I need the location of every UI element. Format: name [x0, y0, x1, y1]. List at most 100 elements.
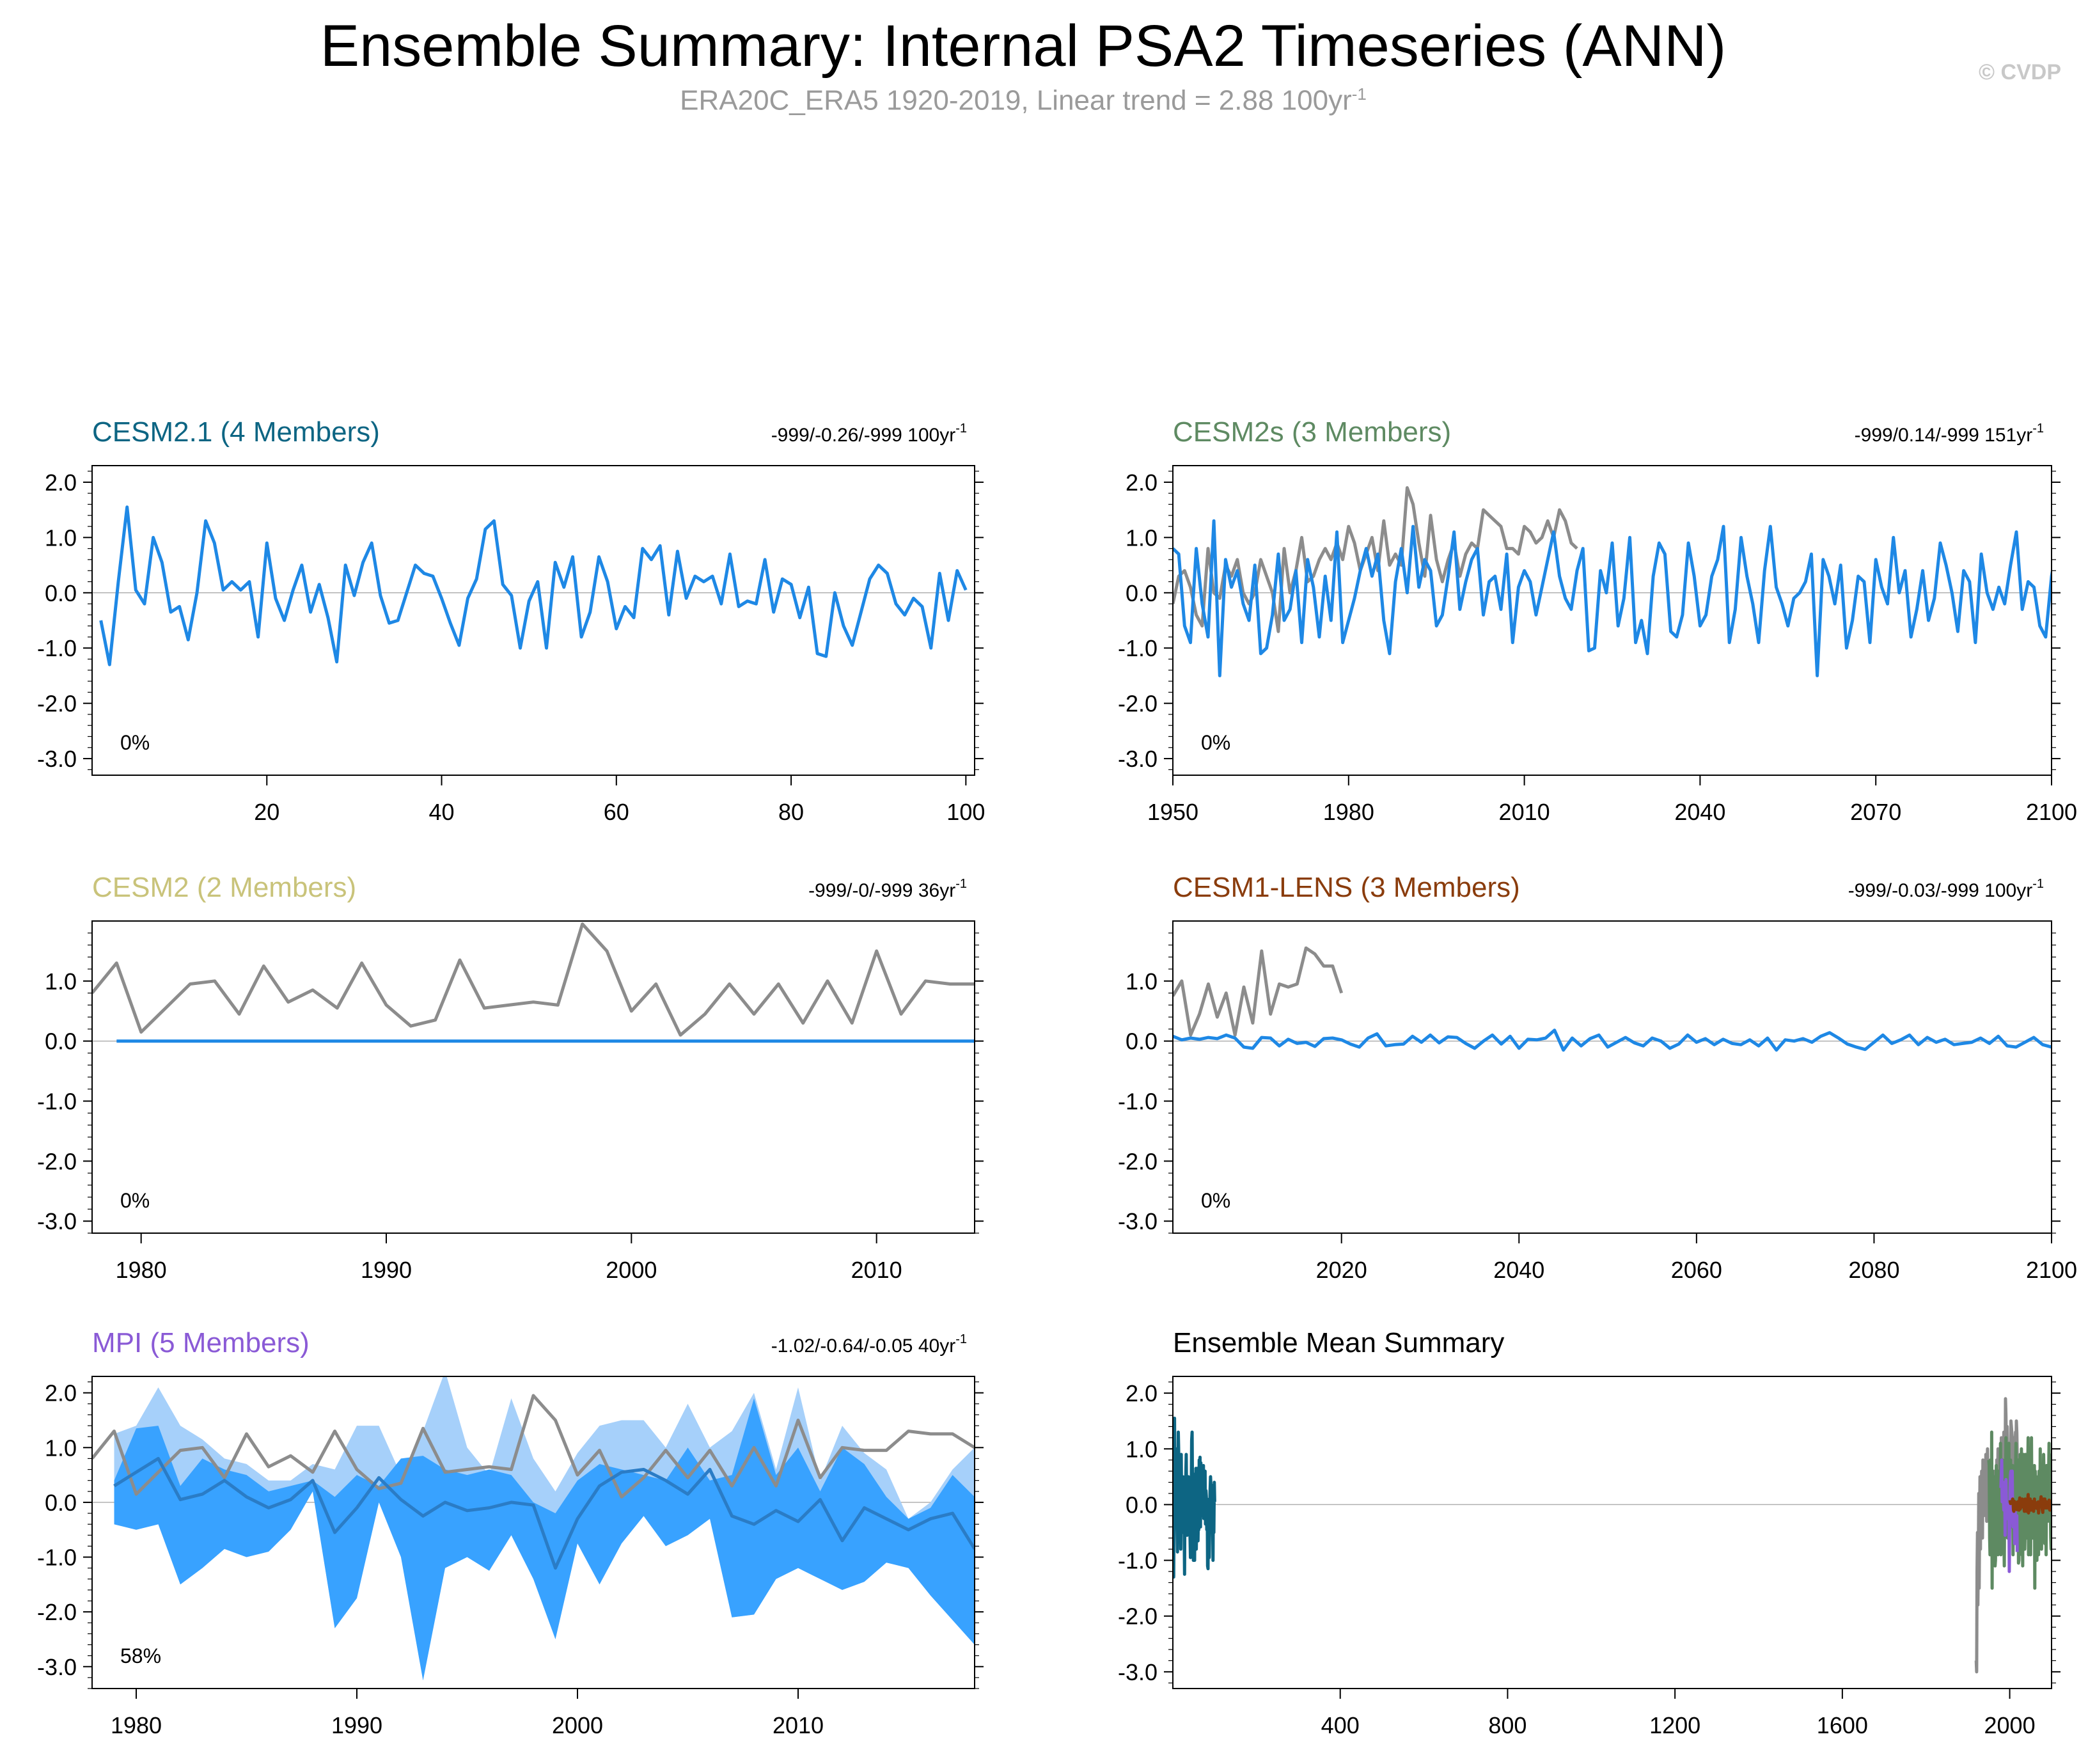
x-tick-label: 80	[778, 799, 804, 825]
trend-label-sup: -1	[955, 1332, 967, 1346]
figure-subtitle: ERA20C_ERA5 1920-2019, Linear trend = 2.…	[0, 84, 2046, 117]
y-tick-label: 0.0	[1126, 1028, 1158, 1055]
observations-line	[92, 1394, 975, 1499]
panel-cesm2: -3.0 -2.0 -1.0 0.0 1.0 1980 1990 2000 2010 CESM2 …	[37, 872, 984, 1283]
ensemble-mean-line	[1173, 519, 2052, 677]
y-tick-label: 0.0	[45, 1028, 77, 1055]
y-tick-label: 2.0	[1126, 1380, 1158, 1406]
x-tick-label: 2060	[1671, 1257, 1722, 1283]
y-tick-label: 0.0	[45, 580, 77, 606]
trend-label-text: -999/-0.03/-999 100yr	[1848, 880, 2033, 901]
y-tick-label: -3.0	[37, 1208, 77, 1234]
panel-title: CESM2 (2 Members)	[92, 872, 356, 903]
panel-title: CESM2s (3 Members)	[1173, 416, 1451, 448]
x-tick-label: 2070	[1850, 799, 1901, 825]
x-tick-label: 2100	[2026, 1257, 2077, 1283]
y-tick-label: -1.0	[1118, 1089, 1158, 1115]
panel-cesm2s: -3.0 -2.0 -1.0 0.0 1.0 2.0 1950 1980 2010 2040 207…	[1118, 416, 2077, 825]
trend-label: -999/-0.26/-999 100yr-1	[771, 421, 967, 446]
y-tick-label: -1.0	[1118, 635, 1158, 661]
y-tick-label: -2.0	[1118, 1603, 1158, 1630]
data-layer	[92, 922, 975, 1043]
percent-label: 0%	[120, 1189, 150, 1212]
x-tick-label: 20	[254, 799, 279, 825]
ensemble-mean-line	[113, 1456, 975, 1570]
x-tick-label: 1990	[331, 1712, 382, 1738]
data-layer	[1173, 486, 2052, 677]
y-tick-label: 2.0	[1126, 469, 1158, 496]
y-tick-label: -3.0	[37, 1654, 77, 1680]
x-tick-label: 1980	[116, 1257, 167, 1283]
subtitle-text: ERA20C_ERA5 1920-2019, Linear trend = 2.…	[680, 84, 1352, 116]
y-tick-label: 0.0	[1126, 1492, 1158, 1518]
copyright-label: © CVDP	[1979, 60, 2061, 84]
plot-frame	[91, 920, 975, 1234]
x-tick-label: 800	[1488, 1712, 1527, 1738]
y-tick-label: -3.0	[1118, 746, 1158, 772]
trend-label-text: -999/-0/-999 36yr	[808, 880, 955, 901]
x-tick-label: 40	[429, 799, 455, 825]
mpi-line	[1999, 1458, 2019, 1573]
panel-title: CESM1-LENS (3 Members)	[1173, 872, 1520, 903]
subtitle-superscript: -1	[1351, 84, 1367, 104]
trend-label-sup: -1	[2032, 421, 2044, 436]
panel-title: Ensemble Mean Summary	[1173, 1327, 1504, 1358]
y-tick-label: -3.0	[1118, 1659, 1158, 1685]
trend-label-text: -1.02/-0.64/-0.05 40yr	[771, 1335, 956, 1357]
panel-summary: -3.0 -2.0 -1.0 0.0 1.0 2.0 400 800 1200 1600 2000 E…	[1118, 1327, 2061, 1738]
ensemble-mean-line	[99, 505, 968, 666]
y-tick-label: 2.0	[45, 1380, 77, 1406]
y-tick-label: -1.0	[37, 635, 77, 661]
observations-line	[1173, 486, 1578, 633]
y-tick-label: -2.0	[37, 1148, 77, 1174]
cesm1-lens-line	[2008, 1493, 2052, 1515]
x-tick-label: 1600	[1817, 1712, 1868, 1738]
y-tick-label: -3.0	[37, 746, 77, 772]
x-tick-label: 2000	[552, 1712, 603, 1738]
plot-frame	[1172, 1376, 2052, 1689]
panel-title: MPI (5 Members)	[92, 1327, 310, 1358]
x-tick-label: 2040	[1493, 1257, 1544, 1283]
x-tick-label: 100	[946, 799, 985, 825]
observations-line	[1173, 946, 1344, 1037]
trend-label: -999/-0/-999 36yr-1	[808, 877, 967, 901]
trend-label-text: -999/0.14/-999 151yr	[1855, 425, 2033, 446]
x-tick-label: 2000	[606, 1257, 657, 1283]
y-tick-label: -3.0	[1118, 1208, 1158, 1234]
data-layer	[1173, 946, 2052, 1052]
trend-label-text: -999/-0.26/-999 100yr	[771, 425, 956, 446]
y-tick-label: -2.0	[37, 1599, 77, 1625]
x-tick-label: 2010	[1499, 799, 1550, 825]
y-tick-label: -1.0	[1118, 1548, 1158, 1574]
panel-cesm21: -3.0 -2.0 -1.0 0.0 1.0 2.0 20 40 60 80 100 CESM2.1 …	[37, 416, 985, 825]
x-tick-label: 1980	[111, 1712, 162, 1738]
x-tick-label: 2040	[1674, 799, 1725, 825]
x-tick-label: 400	[1321, 1712, 1360, 1738]
plot-frame	[91, 1376, 975, 1689]
panel-mpi: -3.0 -2.0 -1.0 0.0 1.0 2.0 1980 1990 2000 2010 MPI…	[37, 1327, 984, 1738]
y-tick-label: 1.0	[45, 968, 77, 995]
y-tick-label: 0.0	[1126, 580, 1158, 606]
panel-cesm1: -3.0 -2.0 -1.0 0.0 1.0 2020 2040 2060 2080 2100 CE…	[1118, 872, 2077, 1283]
percent-label: 58%	[120, 1644, 161, 1667]
x-tick-label: 1990	[361, 1257, 412, 1283]
y-tick-label: 2.0	[45, 469, 77, 496]
trend-label-sup: -1	[2032, 877, 2044, 891]
x-tick-label: 1200	[1649, 1712, 1700, 1738]
x-tick-label: 2080	[1848, 1257, 1899, 1283]
x-tick-label: 1950	[1147, 799, 1198, 825]
data-layer	[99, 505, 968, 666]
trend-label: -999/-0.03/-999 100yr-1	[1848, 877, 2044, 901]
observations-line	[92, 922, 975, 1037]
y-tick-label: 1.0	[45, 524, 77, 551]
x-tick-label: 60	[604, 799, 629, 825]
y-tick-label: 1.0	[1126, 968, 1158, 995]
y-tick-label: -2.0	[1118, 691, 1158, 717]
figure-title: Ensemble Summary: Internal PSA2 Timeseri…	[320, 13, 1727, 79]
trend-label: -1.02/-0.64/-0.05 40yr-1	[771, 1332, 967, 1357]
percent-label: 0%	[120, 731, 150, 754]
percent-label: 0%	[1201, 731, 1230, 754]
y-tick-label: 1.0	[45, 1435, 77, 1461]
x-tick-label: 2010	[851, 1257, 902, 1283]
y-tick-label: 1.0	[1126, 1436, 1158, 1462]
